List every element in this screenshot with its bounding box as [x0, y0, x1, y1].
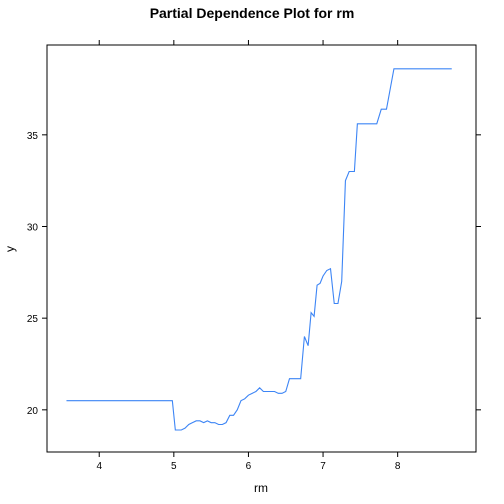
y-tick-label: 25 [27, 314, 39, 325]
axis-tick-labels: 4 5 6 7 8 20 25 30 35 [27, 131, 401, 472]
chart-title: Partial Dependence Plot for rm [150, 5, 355, 21]
axis-ticks [42, 40, 481, 457]
y-tick-label: 30 [27, 223, 39, 234]
y-axis-label: y [3, 246, 17, 252]
y-tick-label: 35 [27, 131, 39, 142]
x-axis-label: rm [254, 481, 268, 495]
x-tick-label: 4 [96, 461, 102, 472]
x-tick-label: 5 [171, 461, 177, 472]
series-line [66, 68, 452, 431]
x-tick-label: 6 [246, 461, 252, 472]
x-tick-label: 8 [395, 461, 401, 472]
x-tick-label: 7 [320, 461, 326, 472]
plot-frame [46, 44, 477, 453]
y-tick-label: 20 [27, 406, 39, 417]
